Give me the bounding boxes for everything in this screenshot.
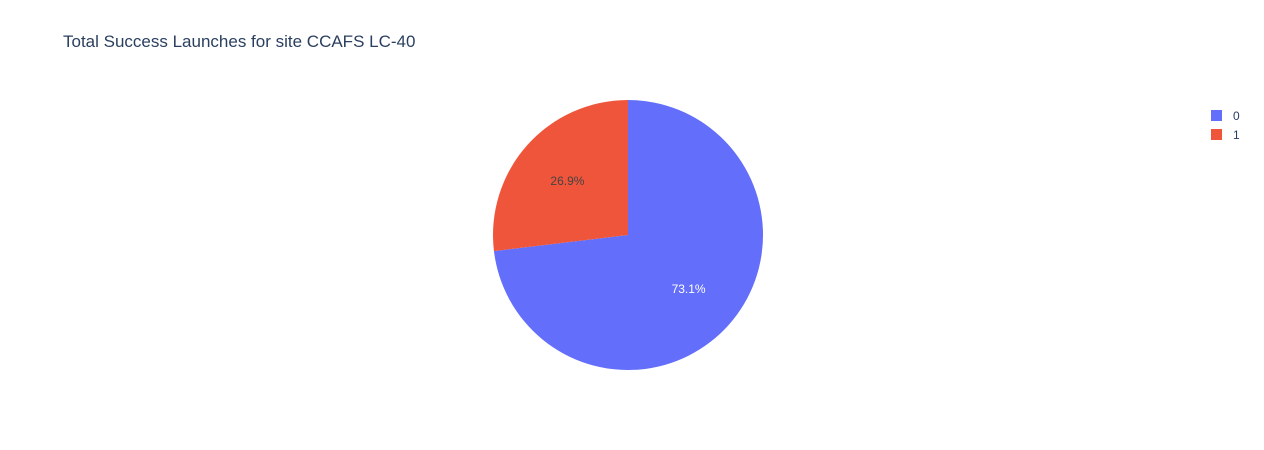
chart-title: Total Success Launches for site CCAFS LC… [63, 32, 416, 51]
legend-item-0[interactable]: 0 [1211, 106, 1261, 125]
legend: 0 1 [1211, 106, 1261, 144]
legend-item-1[interactable]: 1 [1211, 125, 1261, 144]
pie-slice-0[interactable] [493, 100, 763, 370]
pie-slice-1[interactable] [493, 100, 628, 252]
slice-percent-label-0: 73.1% [672, 282, 706, 296]
pie-slice-labels: 73.1% 26.9% [550, 174, 706, 296]
legend-label-1: 1 [1233, 127, 1240, 142]
slice-percent-label-1: 26.9% [550, 174, 584, 188]
legend-swatch-1 [1211, 129, 1222, 140]
pie-slices [493, 100, 763, 370]
legend-swatch-0 [1211, 110, 1222, 121]
legend-label-0: 0 [1233, 108, 1240, 123]
